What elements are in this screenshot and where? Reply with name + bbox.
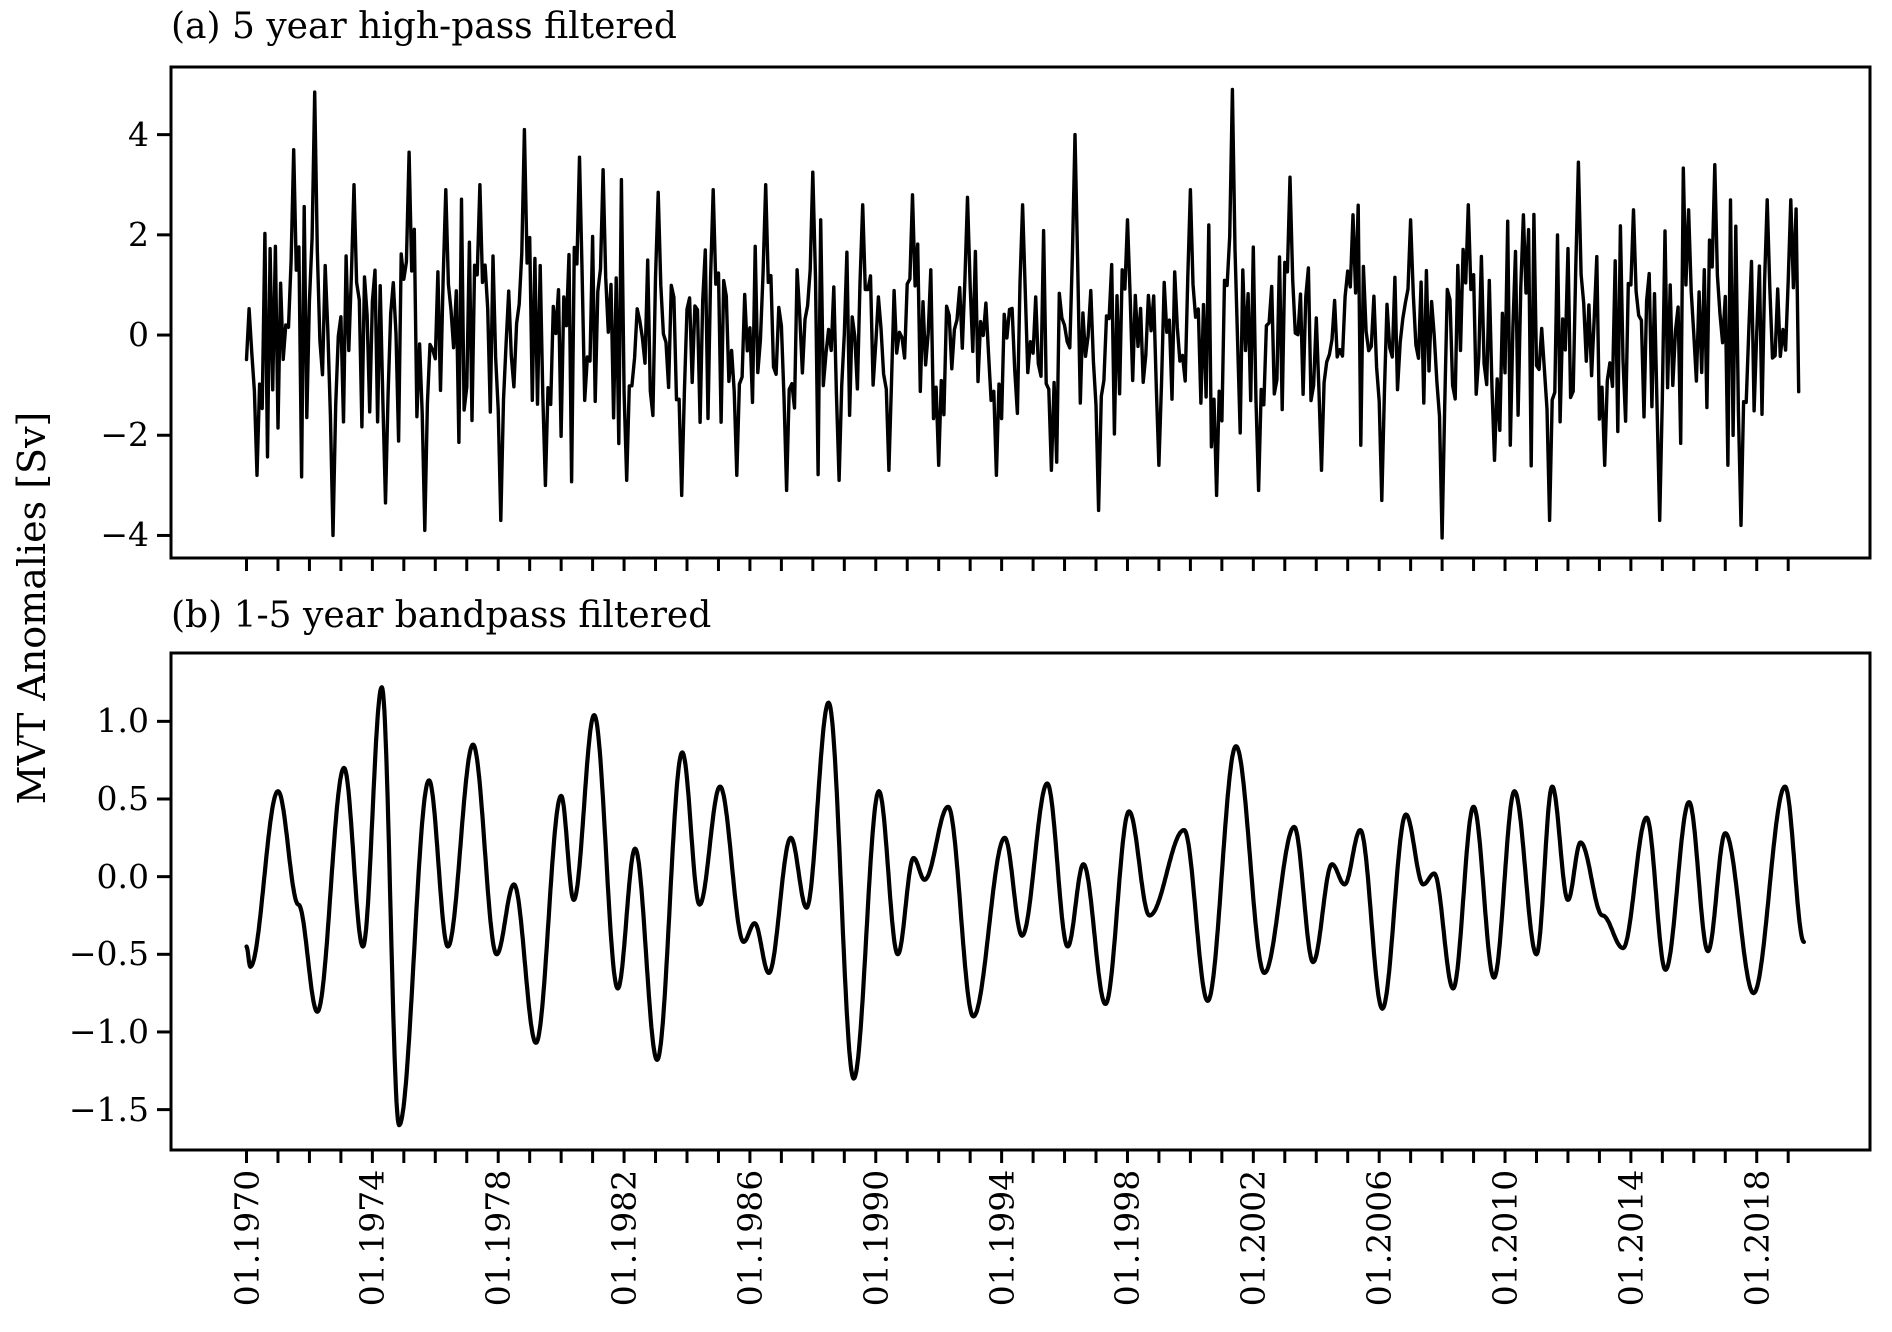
- panel-b-y-tick-label: −0.5: [68, 934, 149, 974]
- x-tick-label: 01.1990: [856, 1169, 896, 1307]
- panel-a-y-tick-label: −2: [100, 415, 149, 455]
- panel-a-series-line: [244, 87, 1801, 540]
- panel-a-y-tick-label: 0: [128, 315, 149, 355]
- x-tick-label: 01.1978: [478, 1169, 518, 1307]
- panel-a-frame: [169, 65, 1872, 560]
- x-tick-label: 01.2010: [1485, 1169, 1525, 1307]
- panel-b-y-tick-label: 0.5: [96, 778, 149, 818]
- x-tick-label: 01.2006: [1359, 1169, 1399, 1307]
- panel-a-y-tick-label: 4: [128, 114, 149, 154]
- panel-b-title: (b) 1-5 year bandpass filtered: [171, 595, 712, 636]
- x-tick-label: 01.1998: [1107, 1169, 1147, 1307]
- x-tick-label: 01.1974: [352, 1169, 392, 1307]
- panel-a-y-tick-label: −4: [100, 515, 149, 555]
- x-tick-label: 01.1982: [604, 1169, 644, 1307]
- x-tick-label: 01.1994: [982, 1169, 1022, 1307]
- panel-b-y-tick-label: −1.5: [68, 1089, 149, 1129]
- panel-b-y-tick-label: 0.0: [96, 856, 149, 896]
- panel-b-frame: [169, 651, 1872, 1152]
- x-tick-label: 01.2002: [1233, 1169, 1273, 1307]
- panel-b-y-tick-label: 1.0: [96, 701, 149, 741]
- x-tick-label: 01.1970: [227, 1169, 266, 1307]
- x-tick-label: 01.2014: [1611, 1169, 1651, 1307]
- x-tick-label: 01.2018: [1737, 1169, 1777, 1307]
- panel-b-series-line: [244, 685, 1806, 1128]
- panel-b-y-tick-label: −1.0: [68, 1011, 149, 1051]
- panel-a-y-tick-label: 2: [128, 214, 149, 254]
- x-tick-label: 01.1986: [730, 1169, 770, 1307]
- panel-a-title: (a) 5 year high-pass filtered: [171, 6, 677, 47]
